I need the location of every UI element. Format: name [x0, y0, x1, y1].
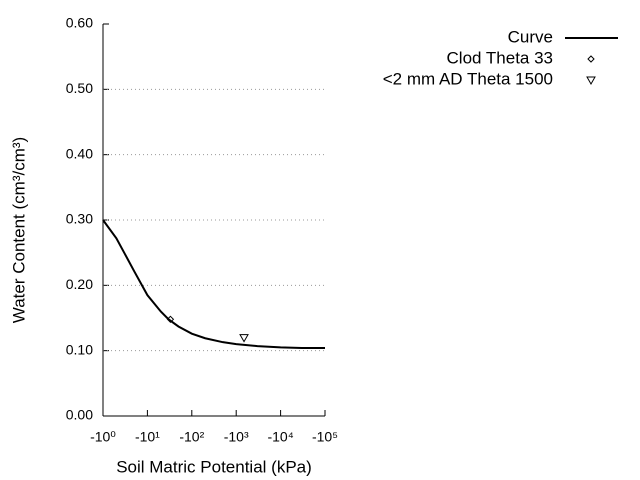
- diamond-marker: [166, 315, 175, 324]
- y-tick-label: 0.60: [66, 15, 93, 31]
- x-tick-label: -10⁵: [312, 429, 338, 445]
- legend-label: Curve: [508, 27, 553, 46]
- y-tick-label: 0.20: [66, 276, 93, 292]
- y-tick-label: 0.40: [66, 145, 93, 161]
- x-tick-label: -10²: [179, 429, 204, 445]
- x-tick-label: -10¹: [135, 429, 160, 445]
- curve: [102, 219, 325, 350]
- legend-label: Clod Theta 33: [447, 48, 553, 67]
- triangle-marker: [239, 334, 249, 343]
- y-axis-title: Water Content (cm³/cm³): [9, 137, 28, 323]
- y-tick-label: 0.50: [66, 80, 93, 96]
- y-tick-label: 0.10: [66, 341, 93, 357]
- x-tick-label: -10⁴: [267, 429, 293, 445]
- y-tick-label: 0.30: [66, 211, 93, 227]
- x-axis-title: Soil Matric Potential (kPa): [116, 457, 312, 476]
- x-tick-label: -10³: [224, 429, 249, 445]
- diamond-marker: [587, 55, 595, 63]
- x-tick-label: -10⁰: [90, 429, 116, 445]
- y-tick-label: 0.00: [66, 407, 93, 423]
- legend-label: <2 mm AD Theta 1500: [383, 69, 553, 88]
- triangle-marker: [586, 76, 596, 86]
